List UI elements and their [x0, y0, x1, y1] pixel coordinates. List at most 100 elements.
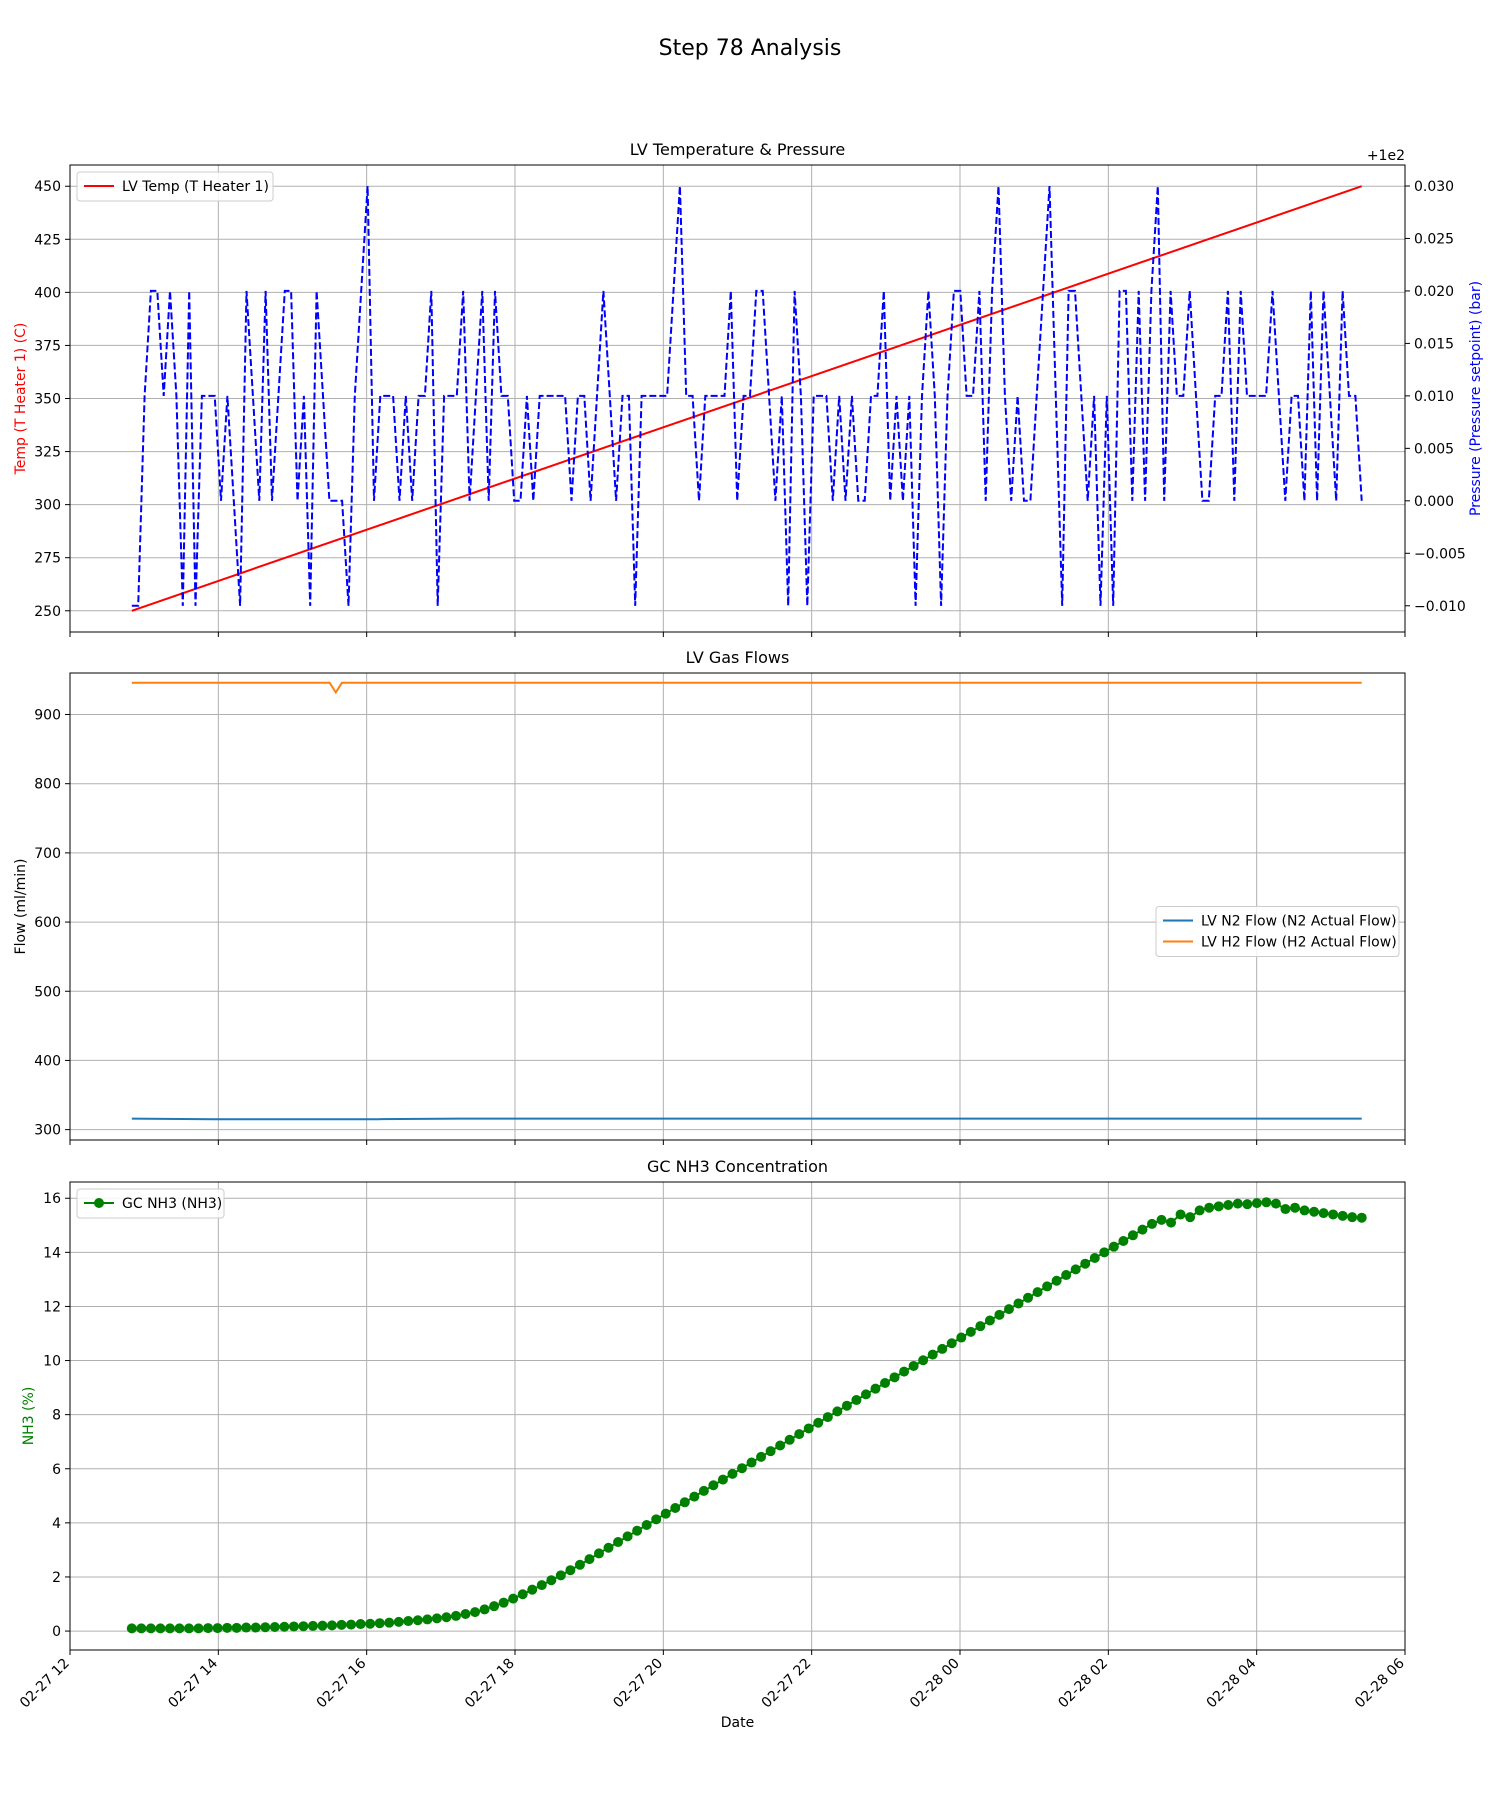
data-point: [374, 1618, 385, 1629]
data-point: [908, 1360, 919, 1371]
data-point: [1223, 1199, 1234, 1210]
data-point: [737, 1463, 748, 1474]
y-tick-label: 400: [34, 285, 61, 301]
data-point: [994, 1309, 1005, 1320]
data-point: [937, 1343, 948, 1354]
x-tick-label: 02-27 18: [462, 1656, 518, 1712]
y-tick-label: 375: [34, 338, 61, 354]
data-point: [1089, 1253, 1100, 1264]
data-point: [851, 1395, 862, 1406]
data-point: [975, 1321, 986, 1332]
data-point: [1347, 1212, 1358, 1223]
y2-tick-label: 0.010: [1414, 389, 1454, 405]
y2-tick-label: −0.005: [1414, 546, 1466, 562]
series-line: [131, 185, 1363, 607]
data-point: [1127, 1230, 1138, 1241]
data-point: [1337, 1210, 1348, 1221]
data-point: [1166, 1217, 1177, 1228]
data-point: [479, 1604, 490, 1615]
data-point: [241, 1622, 252, 1633]
data-point: [450, 1610, 461, 1621]
data-point: [1156, 1214, 1167, 1225]
data-point: [1023, 1292, 1034, 1303]
y-tick-label: 450: [34, 179, 61, 195]
data-point: [412, 1615, 423, 1626]
data-point: [1328, 1209, 1339, 1220]
data-point: [212, 1623, 223, 1634]
data-point: [498, 1597, 509, 1608]
data-point: [126, 1623, 137, 1634]
legend-box: [76, 1188, 225, 1219]
x-tick-label: 02-28 02: [1055, 1656, 1111, 1712]
data-point: [231, 1622, 242, 1633]
data-point: [860, 1389, 871, 1400]
data-point: [632, 1525, 643, 1536]
data-point: [250, 1622, 261, 1633]
y-axis-label: Temp (T Heater 1) (C): [13, 323, 29, 476]
data-point: [927, 1349, 938, 1360]
data-point: [307, 1620, 318, 1631]
data-point: [813, 1417, 824, 1428]
data-point: [536, 1580, 547, 1591]
data-point: [1032, 1287, 1043, 1298]
data-point: [1213, 1201, 1224, 1212]
data-point: [365, 1618, 376, 1629]
data-point: [1080, 1258, 1091, 1269]
data-point: [136, 1623, 147, 1634]
nh3-concentration-panel: GC NH3 Concentration 02-27 12 02-27 14 02-2…: [17, 1157, 1408, 1731]
panel-title: LV Temperature & Pressure: [630, 140, 846, 159]
data-point: [269, 1622, 280, 1633]
y-tick-label: 14: [43, 1245, 61, 1261]
data-point: [1356, 1212, 1367, 1223]
data-point: [174, 1623, 185, 1634]
figure-title: Step 78 Analysis: [659, 36, 842, 61]
data-point: [288, 1621, 299, 1632]
data-point: [841, 1400, 852, 1411]
data-point: [1204, 1202, 1215, 1213]
y-tick-label: 400: [34, 1053, 61, 1069]
data-point: [965, 1326, 976, 1337]
y-tick-label: 325: [34, 445, 61, 461]
data-point: [460, 1609, 471, 1620]
data-point: [727, 1468, 738, 1479]
y-tick-label: 0: [52, 1624, 61, 1640]
y-tick-label: 16: [43, 1191, 61, 1207]
data-point: [584, 1554, 595, 1565]
x-axis-label: Date: [721, 1715, 754, 1731]
temp-pressure-panel: LV Temperature & Pressure 250 275 300 325 350…: [13, 140, 1484, 637]
data-point: [489, 1601, 500, 1612]
data-point: [946, 1338, 957, 1349]
data-point: [555, 1570, 566, 1581]
y-tick-label: 4: [52, 1516, 61, 1532]
data-point: [803, 1423, 814, 1434]
data-point: [574, 1559, 585, 1570]
data-point: [260, 1622, 271, 1633]
y-tick-label: 900: [34, 708, 61, 724]
data-point: [679, 1497, 690, 1508]
data-point: [393, 1616, 404, 1627]
y-tick-label: 300: [34, 1123, 61, 1139]
data-point: [984, 1315, 995, 1326]
data-point: [164, 1623, 175, 1634]
data-point: [1051, 1275, 1062, 1286]
data-point: [889, 1372, 900, 1383]
y2-tick-label: 0.030: [1414, 179, 1454, 195]
data-point: [689, 1491, 700, 1502]
legend-box: [76, 171, 274, 202]
data-point: [1194, 1205, 1205, 1216]
data-point: [1108, 1241, 1119, 1252]
data-point: [698, 1485, 709, 1496]
data-point: [794, 1429, 805, 1440]
data-point: [355, 1619, 366, 1630]
y-tick-label: 300: [34, 498, 61, 514]
data-point: [327, 1620, 338, 1631]
data-point: [775, 1440, 786, 1451]
data-point: [670, 1502, 681, 1513]
x-tick-label: 02-28 04: [1204, 1655, 1260, 1711]
y2-axis-label: Pressure (Pressure setpoint) (bar): [1468, 281, 1484, 516]
data-point: [1003, 1304, 1014, 1315]
data-point: [517, 1589, 528, 1600]
data-point: [1251, 1198, 1262, 1209]
y-tick-label: 800: [34, 777, 61, 793]
